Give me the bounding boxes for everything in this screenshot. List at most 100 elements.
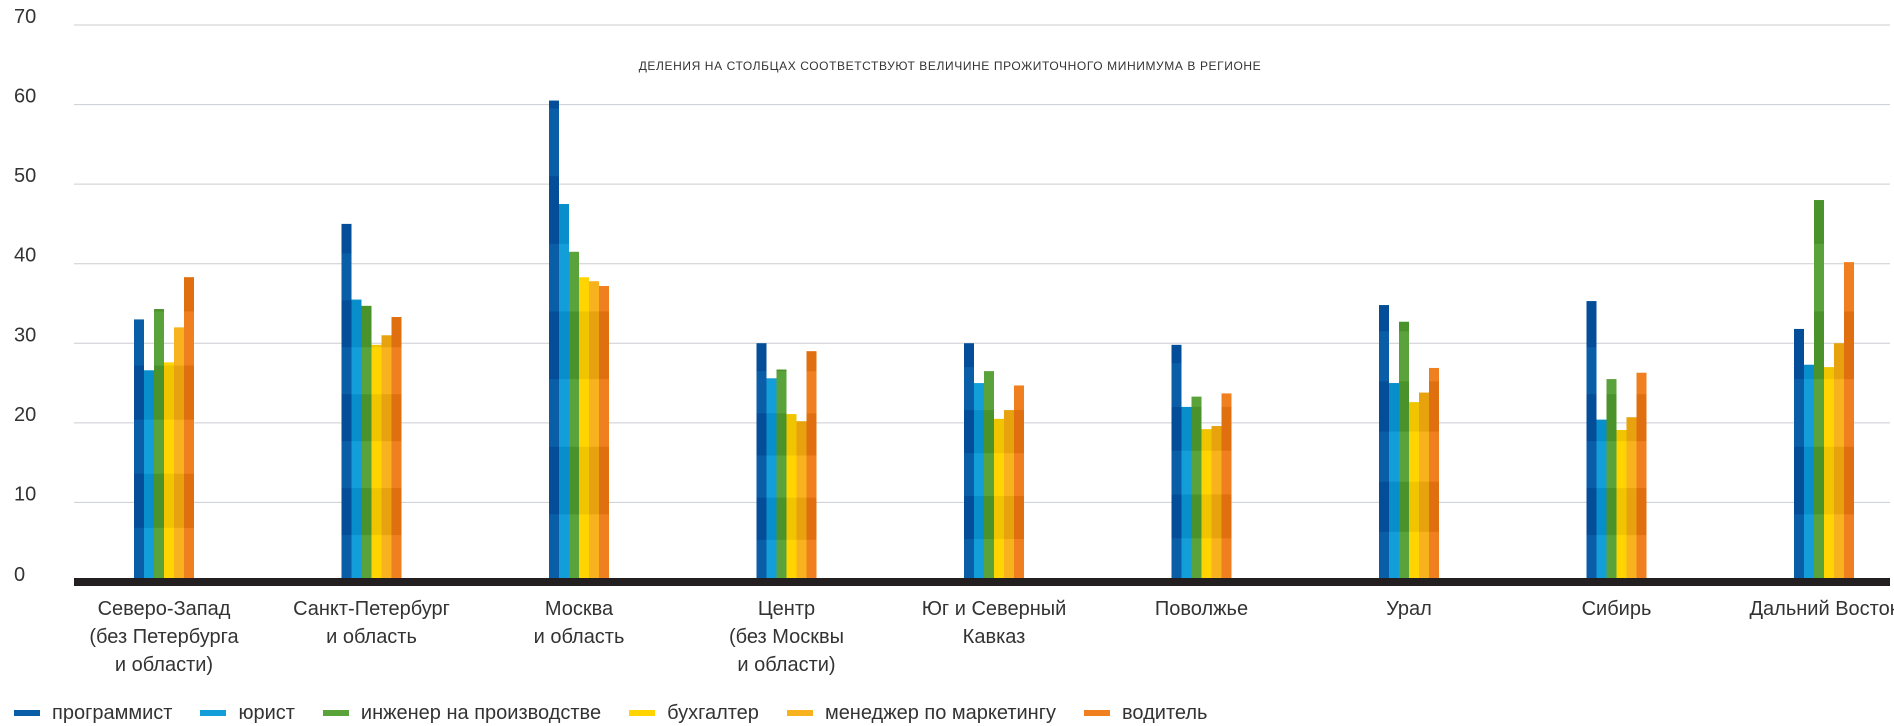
bar-division-band: [1596, 419, 1607, 442]
bar-division-band: [164, 365, 174, 420]
bar: [381, 335, 392, 582]
bar-division-band: [144, 473, 154, 528]
bar-division-band: [579, 311, 589, 380]
bar-division-band: [1221, 406, 1232, 451]
bar-division-band: [184, 473, 194, 528]
bar-group: [1794, 200, 1854, 583]
bar-division-band: [1824, 367, 1834, 380]
bar-division-band: [1626, 417, 1637, 442]
y-tick-label: 40: [14, 245, 36, 267]
bar-division-band: [134, 365, 144, 420]
bar: [579, 277, 589, 582]
legend-item: водитель: [1084, 702, 1207, 725]
bar-division-band: [796, 421, 807, 456]
bar-group: [964, 343, 1024, 582]
bar-division-band: [579, 446, 589, 515]
bar: [756, 343, 767, 582]
bar-division-band: [1626, 488, 1637, 536]
bar-division-band: [1834, 343, 1844, 380]
bar-division-band: [1221, 494, 1232, 539]
bar: [964, 343, 974, 582]
legend-swatch: [14, 710, 40, 716]
bar-division-band: [381, 394, 392, 442]
legend-item: программист: [14, 702, 172, 725]
bar-division-band: [1379, 381, 1389, 432]
legend: программист юрист инженер на производстве б…: [14, 700, 1235, 726]
bar-division-band: [1211, 494, 1222, 539]
bar: [984, 371, 994, 582]
legend-item: бухгалтер: [629, 702, 759, 725]
bar-division-band: [1429, 481, 1439, 532]
bar-group: [1171, 344, 1232, 582]
category-label: Санкт-Петербург: [293, 598, 450, 620]
category-label: Юг и Северный: [922, 598, 1067, 620]
bar: [174, 327, 184, 582]
bar-division-band: [589, 311, 599, 380]
bar-division-band: [776, 413, 787, 456]
legend-label: инженер на производстве: [360, 701, 602, 724]
bar: [1606, 379, 1617, 582]
bar: [1014, 385, 1024, 582]
bar-division-band: [1004, 496, 1014, 540]
category-label: Дальний Восток: [1750, 598, 1894, 620]
legend-swatch: [322, 710, 349, 716]
bar-division-band: [184, 277, 194, 312]
bar-division-band: [1804, 364, 1814, 380]
category-label: (без Петербурга: [89, 626, 239, 648]
bar-division-band: [1616, 430, 1627, 442]
bar: [569, 251, 579, 582]
bar-division-band: [1814, 311, 1824, 380]
bar-division-band: [796, 497, 807, 540]
bar-division-band: [786, 497, 797, 540]
bar: [184, 277, 194, 582]
bar-division-band: [1409, 481, 1419, 532]
bar-division-band: [1586, 301, 1597, 348]
bar-division-band: [756, 413, 767, 456]
bar-division-band: [1606, 488, 1617, 536]
bar-division-band: [569, 446, 579, 515]
legend-swatch: [200, 710, 227, 716]
legend-label: менеджер по маркетингу: [824, 701, 1057, 724]
bar: [1399, 321, 1409, 582]
bar-division-band: [984, 410, 994, 454]
bar-division-band: [134, 473, 144, 528]
bar-division-band: [351, 488, 362, 536]
bar-division-band: [569, 311, 579, 380]
bar-division-band: [381, 488, 392, 536]
y-tick-label: 70: [14, 6, 36, 28]
bar-division-band: [1389, 481, 1399, 532]
bar-division-band: [549, 100, 559, 109]
bar-division-band: [371, 344, 382, 348]
bar-division-band: [1636, 394, 1647, 442]
bar: [1586, 301, 1597, 582]
bar: [134, 319, 144, 582]
bar-division-band: [361, 305, 372, 348]
legend-label: водитель: [1122, 701, 1208, 724]
bar: [806, 351, 817, 582]
bar: [1379, 305, 1389, 582]
bar: [599, 285, 609, 582]
legend-item: инженер на производстве: [322, 701, 602, 725]
bar-division-band: [1389, 383, 1399, 432]
bar-division-band: [1844, 446, 1854, 515]
category-label: Поволжье: [1155, 598, 1248, 620]
bar-division-band: [589, 446, 599, 515]
legend-item: юрист: [200, 702, 295, 725]
y-tick-label: 10: [14, 483, 36, 505]
bar-division-band: [1181, 406, 1192, 451]
bar-division-band: [391, 317, 402, 348]
bar: [1814, 200, 1824, 583]
bar-division-band: [1814, 446, 1824, 515]
bar: [766, 378, 777, 582]
bar-division-band: [786, 414, 797, 456]
bar: [391, 317, 402, 582]
bar-division-band: [1181, 494, 1192, 539]
bar-division-band: [549, 446, 559, 515]
bar: [371, 344, 382, 582]
bar-division-band: [391, 488, 402, 536]
category-labels: Северо-Запад (без Петербурга и области) Сан…: [89, 598, 1894, 676]
bar-division-band: [1844, 311, 1854, 380]
category-label: (без Москвы: [729, 626, 844, 648]
bar-division-band: [1794, 446, 1804, 515]
category-label: и область: [326, 626, 417, 648]
